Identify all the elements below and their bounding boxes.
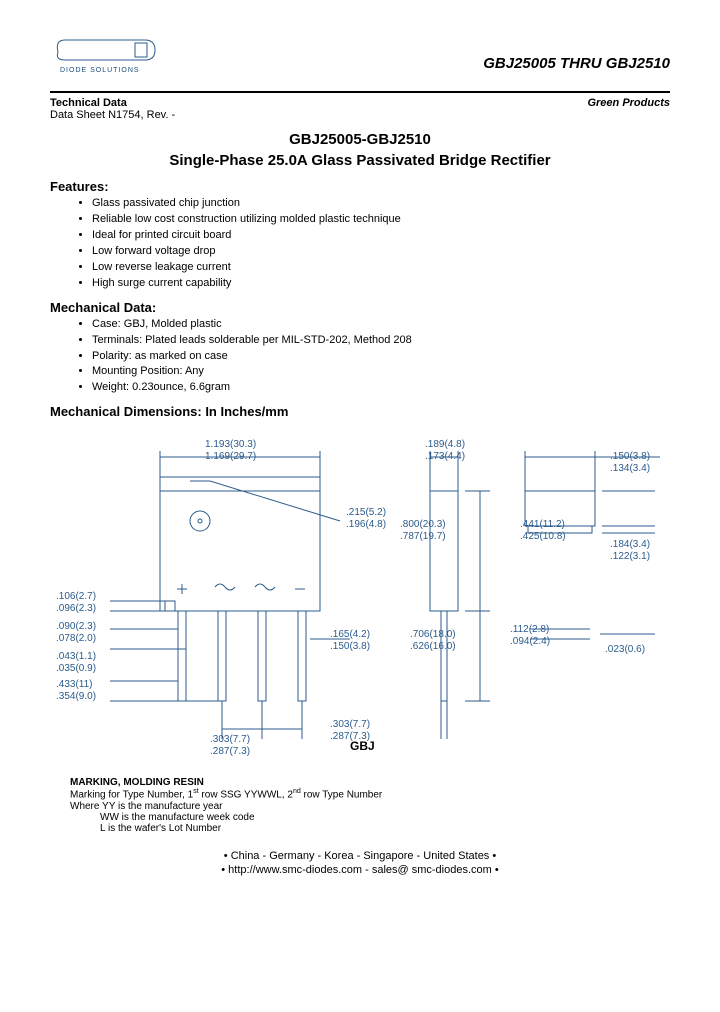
dim-label: .800(20.3).787(19.7) <box>400 519 446 543</box>
marking-line: L is the wafer's Lot Number <box>70 823 670 834</box>
dim-label: .090(2.3).078(2.0) <box>56 621 96 645</box>
mechdata-item: Mounting Position: Any <box>92 364 670 380</box>
marking-line: WW is the manufacture week code <box>70 812 670 823</box>
package-label: GBJ <box>350 739 375 753</box>
svg-text:DIODE SOLUTIONS: DIODE SOLUTIONS <box>60 67 140 74</box>
dim-label: .023(0.6) <box>605 644 645 656</box>
dim-label: .189(4.8).173(4.4) <box>425 439 465 463</box>
dim-label: .184(3.4).122(3.1) <box>610 539 650 563</box>
features-header: Features: <box>50 179 670 194</box>
dim-label: .150(3.8).134(3.4) <box>610 451 650 475</box>
dim-label: 1.193(30.3)1.169(29.7) <box>205 439 256 463</box>
feature-item: Low reverse leakage current <box>92 260 670 276</box>
mechdata-item: Polarity: as marked on case <box>92 349 670 365</box>
header-divider <box>50 91 670 93</box>
footer-countries: • China - Germany - Korea - Singapore - … <box>50 850 670 862</box>
mechdata-item: Weight: 0.23ounce, 6.6gram <box>92 380 670 396</box>
footer: • China - Germany - Korea - Singapore - … <box>50 850 670 876</box>
mechanical-data-list: Case: GBJ, Molded plastic Terminals: Pla… <box>50 317 670 397</box>
marking-line: Where YY is the manufacture year <box>70 801 670 812</box>
marking-line: Marking for Type Number, 1st row SSG YYW… <box>70 788 670 800</box>
green-products-label: Green Products <box>587 97 670 109</box>
marking-title: MARKING, MOLDING RESIN <box>70 777 670 788</box>
feature-item: Low forward voltage drop <box>92 244 670 260</box>
mechdata-item: Case: GBJ, Molded plastic <box>92 317 670 333</box>
marking-section: MARKING, MOLDING RESIN Marking for Type … <box>70 777 670 833</box>
svg-text:SMC: SMC <box>65 37 115 62</box>
part-number-title: GBJ25005-GBJ2510 <box>50 131 670 148</box>
features-list: Glass passivated chip junction Reliable … <box>50 196 670 292</box>
feature-item: Ideal for printed circuit board <box>92 228 670 244</box>
logo-area: SMC DIODE SOLUTIONS GBJ25005 THRU GBJ251… <box>50 30 670 83</box>
technical-data-label: Technical Data <box>50 97 127 109</box>
dim-label: .433(11).354(9.0) <box>56 679 96 703</box>
mechdata-item: Terminals: Plated leads solderable per M… <box>92 333 670 349</box>
dim-label: .215(5.2).196(4.8) <box>346 507 386 531</box>
feature-item: High surge current capability <box>92 276 670 292</box>
mechanical-diagram: 1.193(30.3)1.169(29.7) .215(5.2).196(4.8… <box>50 429 670 769</box>
mechanical-dimensions-header: Mechanical Dimensions: In Inches/mm <box>50 404 670 419</box>
dim-label: .706(18.0).626(16.0) <box>410 629 456 653</box>
dim-label: .112(2.8).094(2.4) <box>510 624 550 648</box>
dim-label: .043(1.1).035(0.9) <box>56 651 96 675</box>
datasheet-revision: Data Sheet N1754, Rev. - <box>50 109 670 121</box>
feature-item: Glass passivated chip junction <box>92 196 670 212</box>
dim-label: .106(2.7).096(2.3) <box>56 591 96 615</box>
dim-label: .303(7.7).287(7.3) <box>210 734 250 758</box>
company-logo: SMC DIODE SOLUTIONS <box>50 30 180 83</box>
product-subtitle: Single-Phase 25.0A Glass Passivated Brid… <box>50 152 670 169</box>
dim-label: .165(4.2).150(3.8) <box>330 629 370 653</box>
dim-label: .441(11.2).425(10.8) <box>520 519 566 543</box>
mechanical-data-header: Mechanical Data: <box>50 300 670 315</box>
header-part-range: GBJ25005 THRU GBJ2510 <box>483 55 670 72</box>
feature-item: Reliable low cost construction utilizing… <box>92 212 670 228</box>
footer-contact: • http://www.smc-diodes.com - sales@ smc… <box>50 864 670 876</box>
